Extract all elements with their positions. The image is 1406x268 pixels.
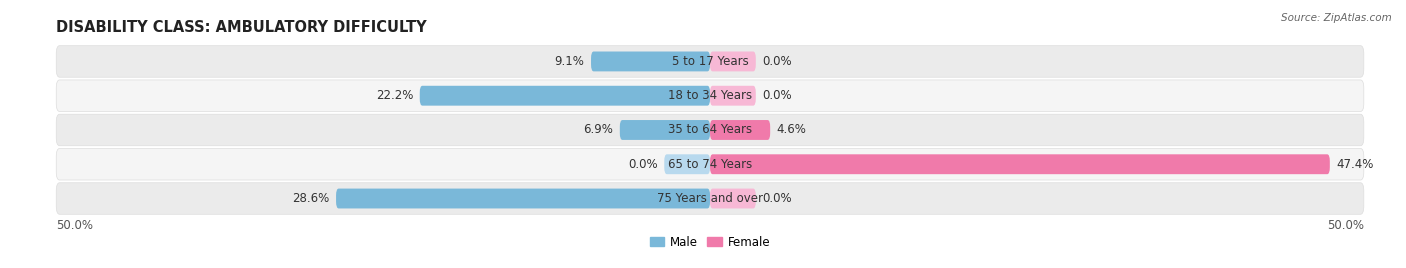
Text: DISABILITY CLASS: AMBULATORY DIFFICULTY: DISABILITY CLASS: AMBULATORY DIFFICULTY bbox=[56, 20, 427, 35]
Text: 9.1%: 9.1% bbox=[554, 55, 585, 68]
Text: 50.0%: 50.0% bbox=[56, 219, 93, 232]
FancyBboxPatch shape bbox=[710, 51, 756, 71]
Text: 65 to 74 Years: 65 to 74 Years bbox=[668, 158, 752, 171]
Text: 18 to 34 Years: 18 to 34 Years bbox=[668, 89, 752, 102]
Text: 4.6%: 4.6% bbox=[776, 124, 807, 136]
Text: 50.0%: 50.0% bbox=[1327, 219, 1364, 232]
Text: 22.2%: 22.2% bbox=[375, 89, 413, 102]
FancyBboxPatch shape bbox=[710, 120, 770, 140]
Text: 28.6%: 28.6% bbox=[292, 192, 329, 205]
FancyBboxPatch shape bbox=[56, 46, 1364, 77]
FancyBboxPatch shape bbox=[56, 183, 1364, 214]
Text: 35 to 64 Years: 35 to 64 Years bbox=[668, 124, 752, 136]
FancyBboxPatch shape bbox=[710, 86, 756, 106]
Text: 6.9%: 6.9% bbox=[583, 124, 613, 136]
Text: 75 Years and over: 75 Years and over bbox=[657, 192, 763, 205]
FancyBboxPatch shape bbox=[664, 154, 710, 174]
FancyBboxPatch shape bbox=[420, 86, 710, 106]
Text: Source: ZipAtlas.com: Source: ZipAtlas.com bbox=[1281, 13, 1392, 23]
FancyBboxPatch shape bbox=[620, 120, 710, 140]
FancyBboxPatch shape bbox=[591, 51, 710, 71]
Text: 0.0%: 0.0% bbox=[762, 55, 792, 68]
FancyBboxPatch shape bbox=[56, 148, 1364, 180]
Legend: Male, Female: Male, Female bbox=[645, 231, 775, 253]
FancyBboxPatch shape bbox=[710, 154, 1330, 174]
Text: 0.0%: 0.0% bbox=[762, 89, 792, 102]
Text: 0.0%: 0.0% bbox=[762, 192, 792, 205]
Text: 5 to 17 Years: 5 to 17 Years bbox=[672, 55, 748, 68]
FancyBboxPatch shape bbox=[710, 189, 756, 209]
FancyBboxPatch shape bbox=[56, 80, 1364, 111]
FancyBboxPatch shape bbox=[336, 189, 710, 209]
FancyBboxPatch shape bbox=[56, 114, 1364, 146]
Text: 47.4%: 47.4% bbox=[1336, 158, 1374, 171]
Text: 0.0%: 0.0% bbox=[628, 158, 658, 171]
